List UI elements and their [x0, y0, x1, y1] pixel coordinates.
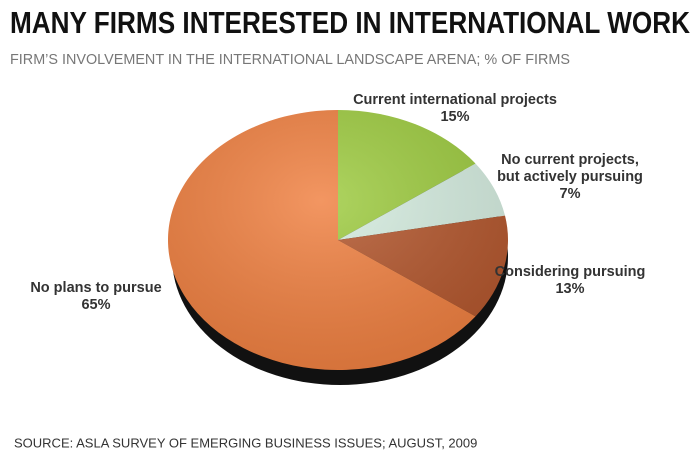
slice-value-label: 15% [440, 109, 469, 125]
source-note: SOURCE: ASLA SURVEY OF EMERGING BUSINESS… [14, 435, 477, 450]
slice-label: No plans to pursue [30, 280, 161, 296]
chart-subtitle: FIRM’S INVOLVEMENT IN THE INTERNATIONAL … [10, 51, 570, 68]
slice-label: Considering pursuing [495, 264, 646, 280]
pie [167, 109, 508, 371]
slice-value-label: 13% [555, 281, 584, 297]
slice-value-label: 65% [81, 297, 110, 313]
slice-label: Current international projects [353, 92, 557, 108]
chart-title: MANY FIRMS INTERESTED IN INTERNATIONAL W… [10, 5, 691, 40]
slice-value-label: 7% [560, 186, 581, 202]
slice-label: No current projects, but actively pursuin… [497, 152, 643, 185]
